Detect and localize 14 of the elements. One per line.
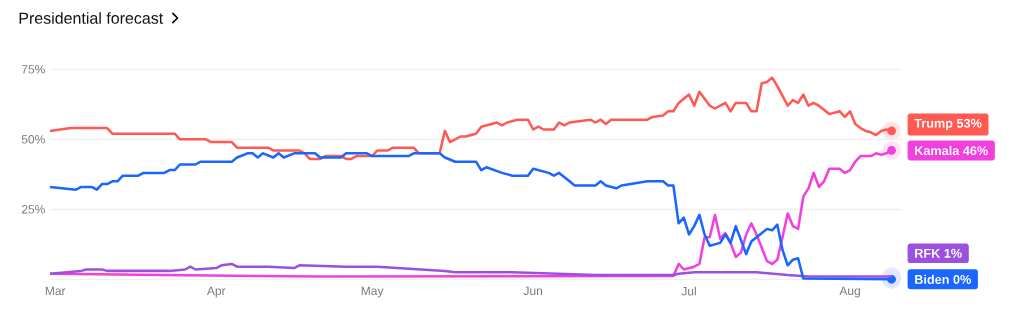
annotation: Kamala 46%	[915, 145, 988, 156]
x-tick-label: May	[361, 286, 384, 298]
y-tick-label: 25%	[21, 205, 45, 214]
annotation: Trump 53%	[914, 118, 982, 131]
annotation: Biden 0%	[915, 274, 971, 284]
x-tick-label: Jul	[681, 286, 696, 296]
x-tick-label: Apr	[206, 286, 226, 298]
x-tick-label: Aug	[839, 286, 860, 298]
x-tick-label: Jun	[523, 286, 543, 296]
y-tick-label: 50%	[21, 135, 45, 144]
x-tick-label: Mar	[45, 286, 66, 296]
chart-title: Presidential forecast	[19, 12, 164, 24]
y-tick-label: 75%	[21, 65, 45, 74]
annotation: RFK 1%	[915, 248, 962, 258]
